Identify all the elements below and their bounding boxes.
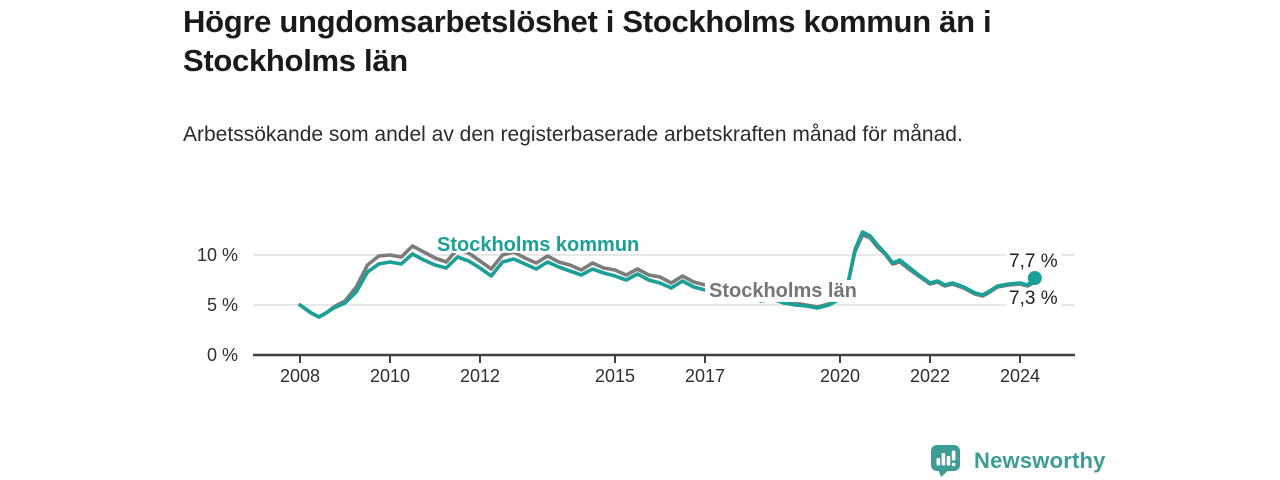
end-value-label-kommun: 7,7 % bbox=[1006, 252, 1061, 271]
x-tick-label: 2010 bbox=[369, 366, 411, 386]
x-tick-label: 2020 bbox=[819, 366, 861, 386]
end-value-label-lan: 7,3 % bbox=[1006, 289, 1061, 308]
series-label-stockholms-kommun: Stockholms kommun bbox=[437, 234, 640, 256]
newsworthy-brand-link[interactable]: Newsworthy bbox=[930, 444, 1106, 478]
x-tick-label: 2008 bbox=[279, 366, 321, 386]
series-line-kommun bbox=[298, 230, 1037, 319]
page-title: Högre ungdomsarbetslöshet i Stockholms k… bbox=[183, 4, 992, 78]
newsworthy-logo-icon bbox=[931, 445, 960, 477]
x-tick-label: 2024 bbox=[999, 366, 1041, 386]
y-tick-label: 10 % bbox=[196, 245, 238, 265]
chart-subtitle: Arbetssökande som andel av den registerb… bbox=[183, 123, 963, 146]
latest-value-dot bbox=[1027, 271, 1042, 285]
y-tick-label: 0 % bbox=[206, 345, 238, 365]
series-label-stockholms-lan: Stockholms län bbox=[705, 280, 861, 302]
x-tick-label: 2017 bbox=[684, 366, 726, 386]
y-tick-label: 5 % bbox=[206, 295, 238, 315]
brand-name: Newsworthy bbox=[974, 448, 1106, 473]
x-tick-label: 2022 bbox=[909, 366, 951, 386]
x-tick-label: 2015 bbox=[594, 366, 636, 386]
x-tick-label: 2012 bbox=[459, 366, 501, 386]
